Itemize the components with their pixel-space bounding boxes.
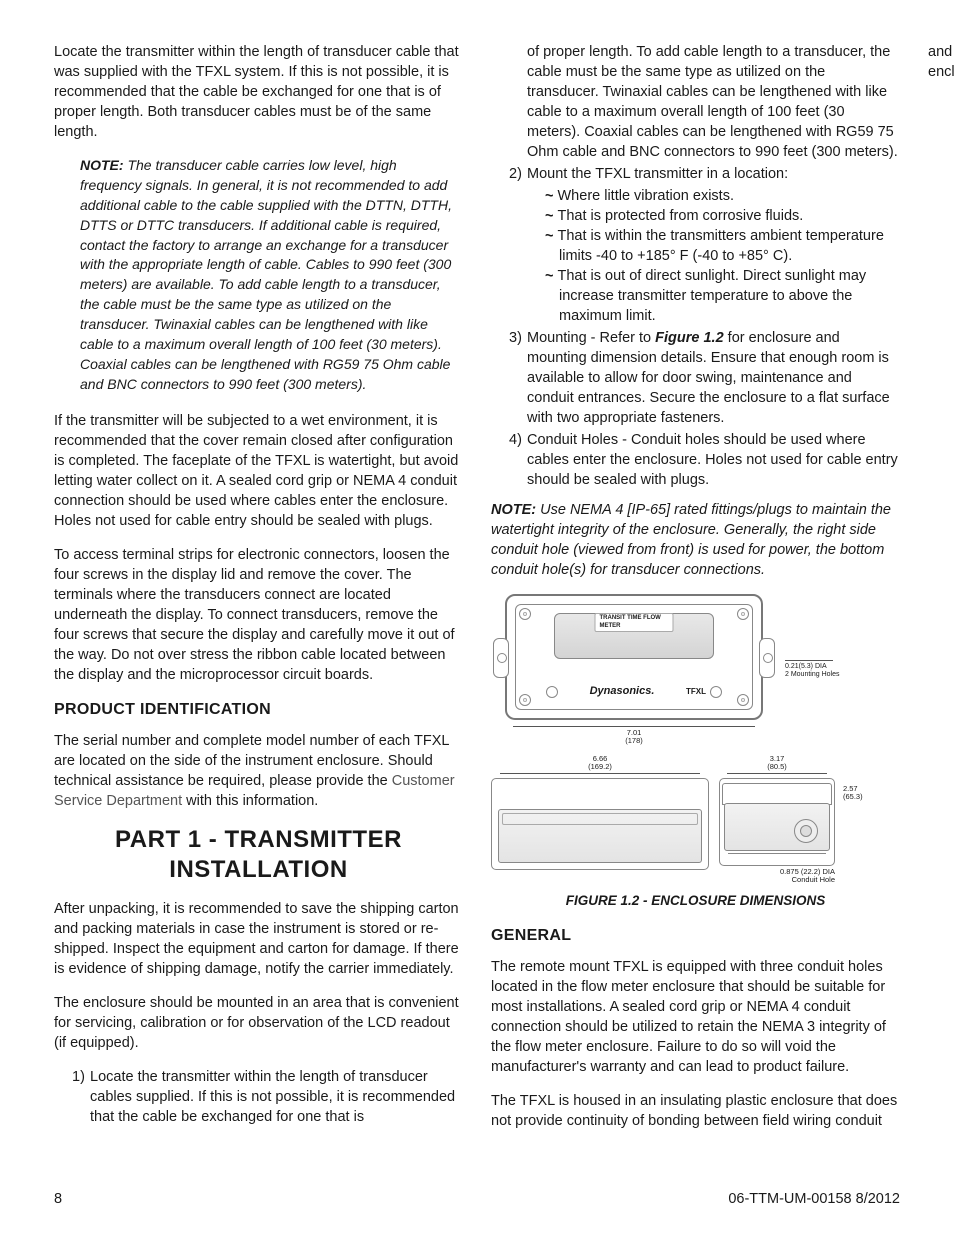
screw-icon	[546, 686, 558, 698]
mounting-ear-icon	[759, 638, 775, 678]
bullet-item: That is protected from corrosive fluids.	[545, 206, 900, 226]
dimension-label: 2.57(65.3)	[843, 785, 863, 801]
heading-general: GENERAL	[491, 925, 900, 947]
body-paragraph: After unpacking, it is recommended to sa…	[54, 899, 463, 979]
note-text: Use NEMA 4 [IP-65] rated fittings/plugs …	[491, 502, 891, 578]
enclosure-front-view: TRANSIT TIME FLOW METER Dynasonics. TFXL	[505, 594, 763, 720]
bullet-item: That is out of direct sunlight. Direct s…	[545, 266, 900, 326]
body-paragraph: If the transmitter will be subjected to …	[54, 411, 463, 531]
document-id: 06-TTM-UM-00158 8/2012	[728, 1189, 900, 1209]
note-label: NOTE:	[491, 502, 536, 518]
note-block: NOTE: The transducer cable carries low l…	[54, 156, 463, 395]
page-number: 8	[54, 1189, 62, 1209]
text-run: The serial number and complete model num…	[54, 733, 449, 789]
bullet-item: That is within the transmitters ambient …	[545, 226, 900, 266]
dimension-callout: 0.21(5.3) DIA 2 Mounting Holes	[785, 660, 839, 678]
list-item: 4)Conduit Holes - Conduit holes should b…	[509, 430, 900, 490]
list-item: 3)Mounting - Refer to Figure 1.2 for enc…	[509, 328, 900, 428]
dimension-label: 6.66(169.2)	[588, 755, 612, 771]
figure-caption: FIGURE 1.2 - ENCLOSURE DIMENSIONS	[491, 892, 900, 911]
screw-icon	[737, 694, 749, 706]
dimension-callout: 0.875 (22.2) DIAConduit Hole	[780, 868, 835, 885]
screw-icon	[519, 694, 531, 706]
dimension-label: 3.17(80.5)	[767, 755, 787, 771]
brand-label: Dynasonics.	[558, 684, 686, 699]
figure-enclosure-dimensions: TRANSIT TIME FLOW METER Dynasonics. TFXL	[491, 594, 900, 911]
heading-product-identification: PRODUCT IDENTIFICATION	[54, 699, 463, 721]
heading-part1: PART 1 - TRANSMITTER INSTALLATION	[54, 825, 463, 885]
bullet-item: Where little vibration exists.	[545, 186, 900, 206]
page-footer: 8 06-TTM-UM-00158 8/2012	[54, 1189, 900, 1209]
list-item: 1)Locate the transmitter within the leng…	[72, 1067, 463, 1127]
mounting-ear-icon	[493, 638, 509, 678]
list-text: Conduit Holes - Conduit holes should be …	[527, 432, 898, 488]
lcd-display: TRANSIT TIME FLOW METER	[554, 613, 714, 659]
list-text: Mount the TFXL transmitter in a location…	[527, 166, 788, 182]
list-item: 2)Mount the TFXL transmitter in a locati…	[509, 164, 900, 326]
conduit-hole-icon	[794, 819, 818, 843]
note-label: NOTE:	[80, 157, 124, 173]
body-paragraph: The serial number and complete model num…	[54, 731, 463, 811]
note-block: NOTE: Use NEMA 4 [IP-65] rated fittings/…	[491, 500, 900, 580]
body-paragraph: Locate the transmitter within the length…	[54, 42, 463, 142]
body-paragraph: The remote mount TFXL is equipped with t…	[491, 957, 900, 1077]
note-text: The transducer cable carries low level, …	[80, 157, 452, 392]
list-text: Locate the transmitter within the length…	[90, 1069, 455, 1125]
screw-icon	[737, 608, 749, 620]
screw-icon	[710, 686, 722, 698]
lcd-title: TRANSIT TIME FLOW METER	[595, 613, 674, 632]
figure-ref: Figure 1.2	[655, 330, 724, 346]
screw-icon	[519, 608, 531, 620]
body-paragraph: To access terminal strips for electronic…	[54, 545, 463, 685]
body-paragraph: The enclosure should be mounted in an ar…	[54, 993, 463, 1053]
bullet-list: Where little vibration exists. That is p…	[527, 186, 900, 326]
list-item-continuation: of proper length. To add cable length to…	[491, 42, 900, 162]
numbered-list: 2)Mount the TFXL transmitter in a locati…	[491, 164, 900, 490]
enclosure-top-view	[491, 778, 709, 870]
dimension-label: 7.01(178)	[505, 729, 763, 745]
list-text: Mounting - Refer to	[527, 330, 655, 346]
numbered-list: 1)Locate the transmitter within the leng…	[54, 1067, 463, 1127]
enclosure-side-view	[719, 778, 835, 866]
model-label: TFXL	[686, 686, 710, 697]
text-run: with this information.	[182, 793, 318, 809]
